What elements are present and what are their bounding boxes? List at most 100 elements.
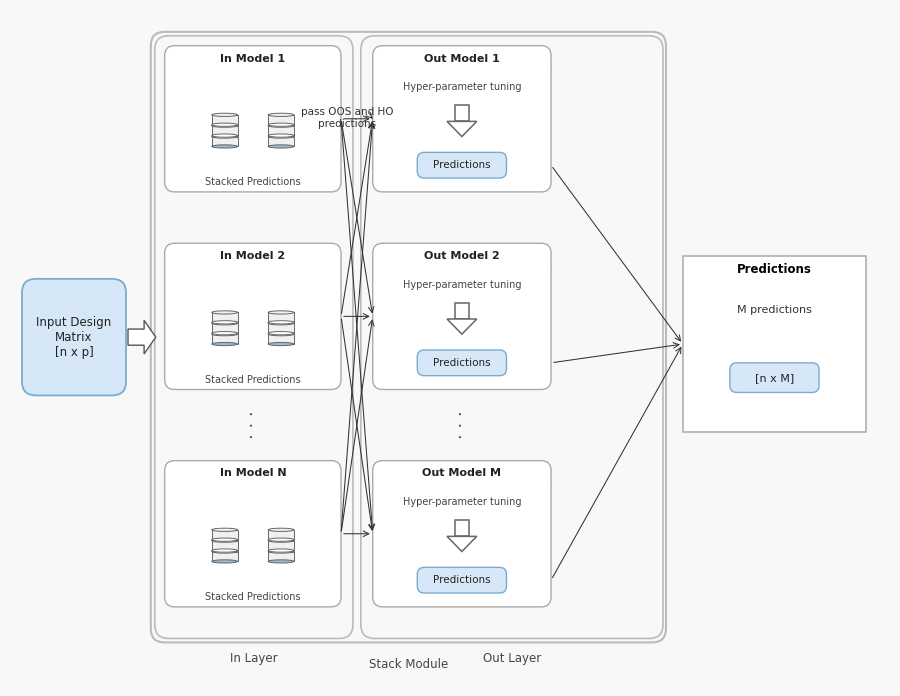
Text: Hyper-parameter tuning: Hyper-parameter tuning — [402, 280, 521, 290]
Ellipse shape — [212, 342, 238, 346]
Text: Stacked Predictions: Stacked Predictions — [205, 374, 301, 385]
Bar — [268, 334, 294, 344]
Ellipse shape — [212, 135, 238, 139]
Ellipse shape — [268, 550, 294, 553]
Bar — [268, 313, 294, 322]
Text: M predictions: M predictions — [737, 306, 812, 315]
Text: In Model 2: In Model 2 — [220, 251, 285, 261]
FancyBboxPatch shape — [165, 461, 341, 607]
FancyBboxPatch shape — [418, 152, 507, 178]
Polygon shape — [447, 319, 477, 334]
Ellipse shape — [212, 311, 238, 314]
Bar — [268, 324, 294, 333]
Text: Out Layer: Out Layer — [482, 652, 541, 665]
Ellipse shape — [212, 550, 238, 553]
Ellipse shape — [212, 549, 238, 552]
Bar — [683, 256, 866, 432]
FancyBboxPatch shape — [373, 46, 551, 192]
Ellipse shape — [268, 331, 294, 335]
Text: · · ·: · · · — [244, 411, 262, 439]
Text: In Model 1: In Model 1 — [220, 54, 285, 63]
Bar — [212, 115, 238, 125]
Text: Stacked Predictions: Stacked Predictions — [205, 592, 301, 602]
Ellipse shape — [268, 538, 294, 541]
Polygon shape — [447, 537, 477, 551]
Text: pass OOS and HO
predictions: pass OOS and HO predictions — [301, 107, 393, 129]
Text: Predictions: Predictions — [433, 160, 490, 171]
Text: Out Model 1: Out Model 1 — [424, 54, 500, 63]
Ellipse shape — [212, 321, 238, 324]
Text: Out Model M: Out Model M — [422, 468, 501, 478]
Bar — [455, 105, 469, 121]
Ellipse shape — [268, 560, 294, 563]
Bar — [268, 136, 294, 146]
Bar — [455, 520, 469, 537]
FancyBboxPatch shape — [418, 350, 507, 376]
Bar — [212, 324, 238, 333]
FancyBboxPatch shape — [730, 363, 819, 393]
Text: In Model N: In Model N — [220, 468, 286, 478]
Ellipse shape — [268, 333, 294, 335]
Bar — [212, 541, 238, 551]
Bar — [212, 136, 238, 146]
FancyBboxPatch shape — [165, 244, 341, 390]
Text: In Layer: In Layer — [230, 652, 277, 665]
Ellipse shape — [268, 135, 294, 139]
Ellipse shape — [212, 322, 238, 325]
Ellipse shape — [212, 145, 238, 148]
Ellipse shape — [212, 538, 238, 541]
Bar — [268, 541, 294, 551]
Text: Hyper-parameter tuning: Hyper-parameter tuning — [402, 497, 521, 507]
Bar — [212, 334, 238, 344]
Text: Predictions: Predictions — [433, 575, 490, 585]
Ellipse shape — [268, 124, 294, 127]
Bar — [268, 530, 294, 539]
Ellipse shape — [268, 528, 294, 532]
FancyBboxPatch shape — [373, 244, 551, 390]
Ellipse shape — [212, 331, 238, 335]
FancyBboxPatch shape — [361, 35, 663, 638]
Text: Stack Module: Stack Module — [369, 658, 448, 671]
Ellipse shape — [212, 124, 238, 127]
Text: Predictions: Predictions — [433, 358, 490, 367]
Ellipse shape — [212, 123, 238, 126]
Bar — [268, 115, 294, 125]
Text: Out Model 2: Out Model 2 — [424, 251, 500, 261]
Text: Input Design
Matrix
[n x p]: Input Design Matrix [n x p] — [36, 315, 112, 358]
Polygon shape — [447, 121, 477, 136]
Ellipse shape — [212, 539, 238, 542]
Ellipse shape — [268, 113, 294, 116]
Text: Predictions: Predictions — [737, 264, 812, 276]
Ellipse shape — [268, 539, 294, 542]
Ellipse shape — [212, 560, 238, 563]
Ellipse shape — [212, 134, 238, 137]
Ellipse shape — [268, 321, 294, 324]
Bar — [212, 313, 238, 322]
Ellipse shape — [268, 549, 294, 552]
Bar — [268, 551, 294, 562]
FancyBboxPatch shape — [418, 567, 507, 593]
Ellipse shape — [268, 342, 294, 346]
Ellipse shape — [212, 528, 238, 532]
Bar — [212, 530, 238, 539]
FancyBboxPatch shape — [22, 279, 126, 395]
Ellipse shape — [268, 134, 294, 137]
Ellipse shape — [268, 145, 294, 148]
Ellipse shape — [212, 333, 238, 335]
Bar — [268, 126, 294, 136]
Text: · · ·: · · · — [453, 411, 471, 439]
Text: [n x M]: [n x M] — [755, 372, 794, 383]
FancyBboxPatch shape — [373, 461, 551, 607]
Polygon shape — [128, 320, 156, 354]
Text: Stacked Predictions: Stacked Predictions — [205, 177, 301, 187]
Ellipse shape — [212, 113, 238, 116]
Bar — [212, 126, 238, 136]
FancyBboxPatch shape — [151, 32, 666, 642]
FancyBboxPatch shape — [165, 46, 341, 192]
Text: Hyper-parameter tuning: Hyper-parameter tuning — [402, 82, 521, 92]
FancyBboxPatch shape — [155, 35, 353, 638]
Ellipse shape — [268, 123, 294, 126]
Ellipse shape — [268, 322, 294, 325]
Bar — [455, 303, 469, 319]
Bar — [212, 551, 238, 562]
